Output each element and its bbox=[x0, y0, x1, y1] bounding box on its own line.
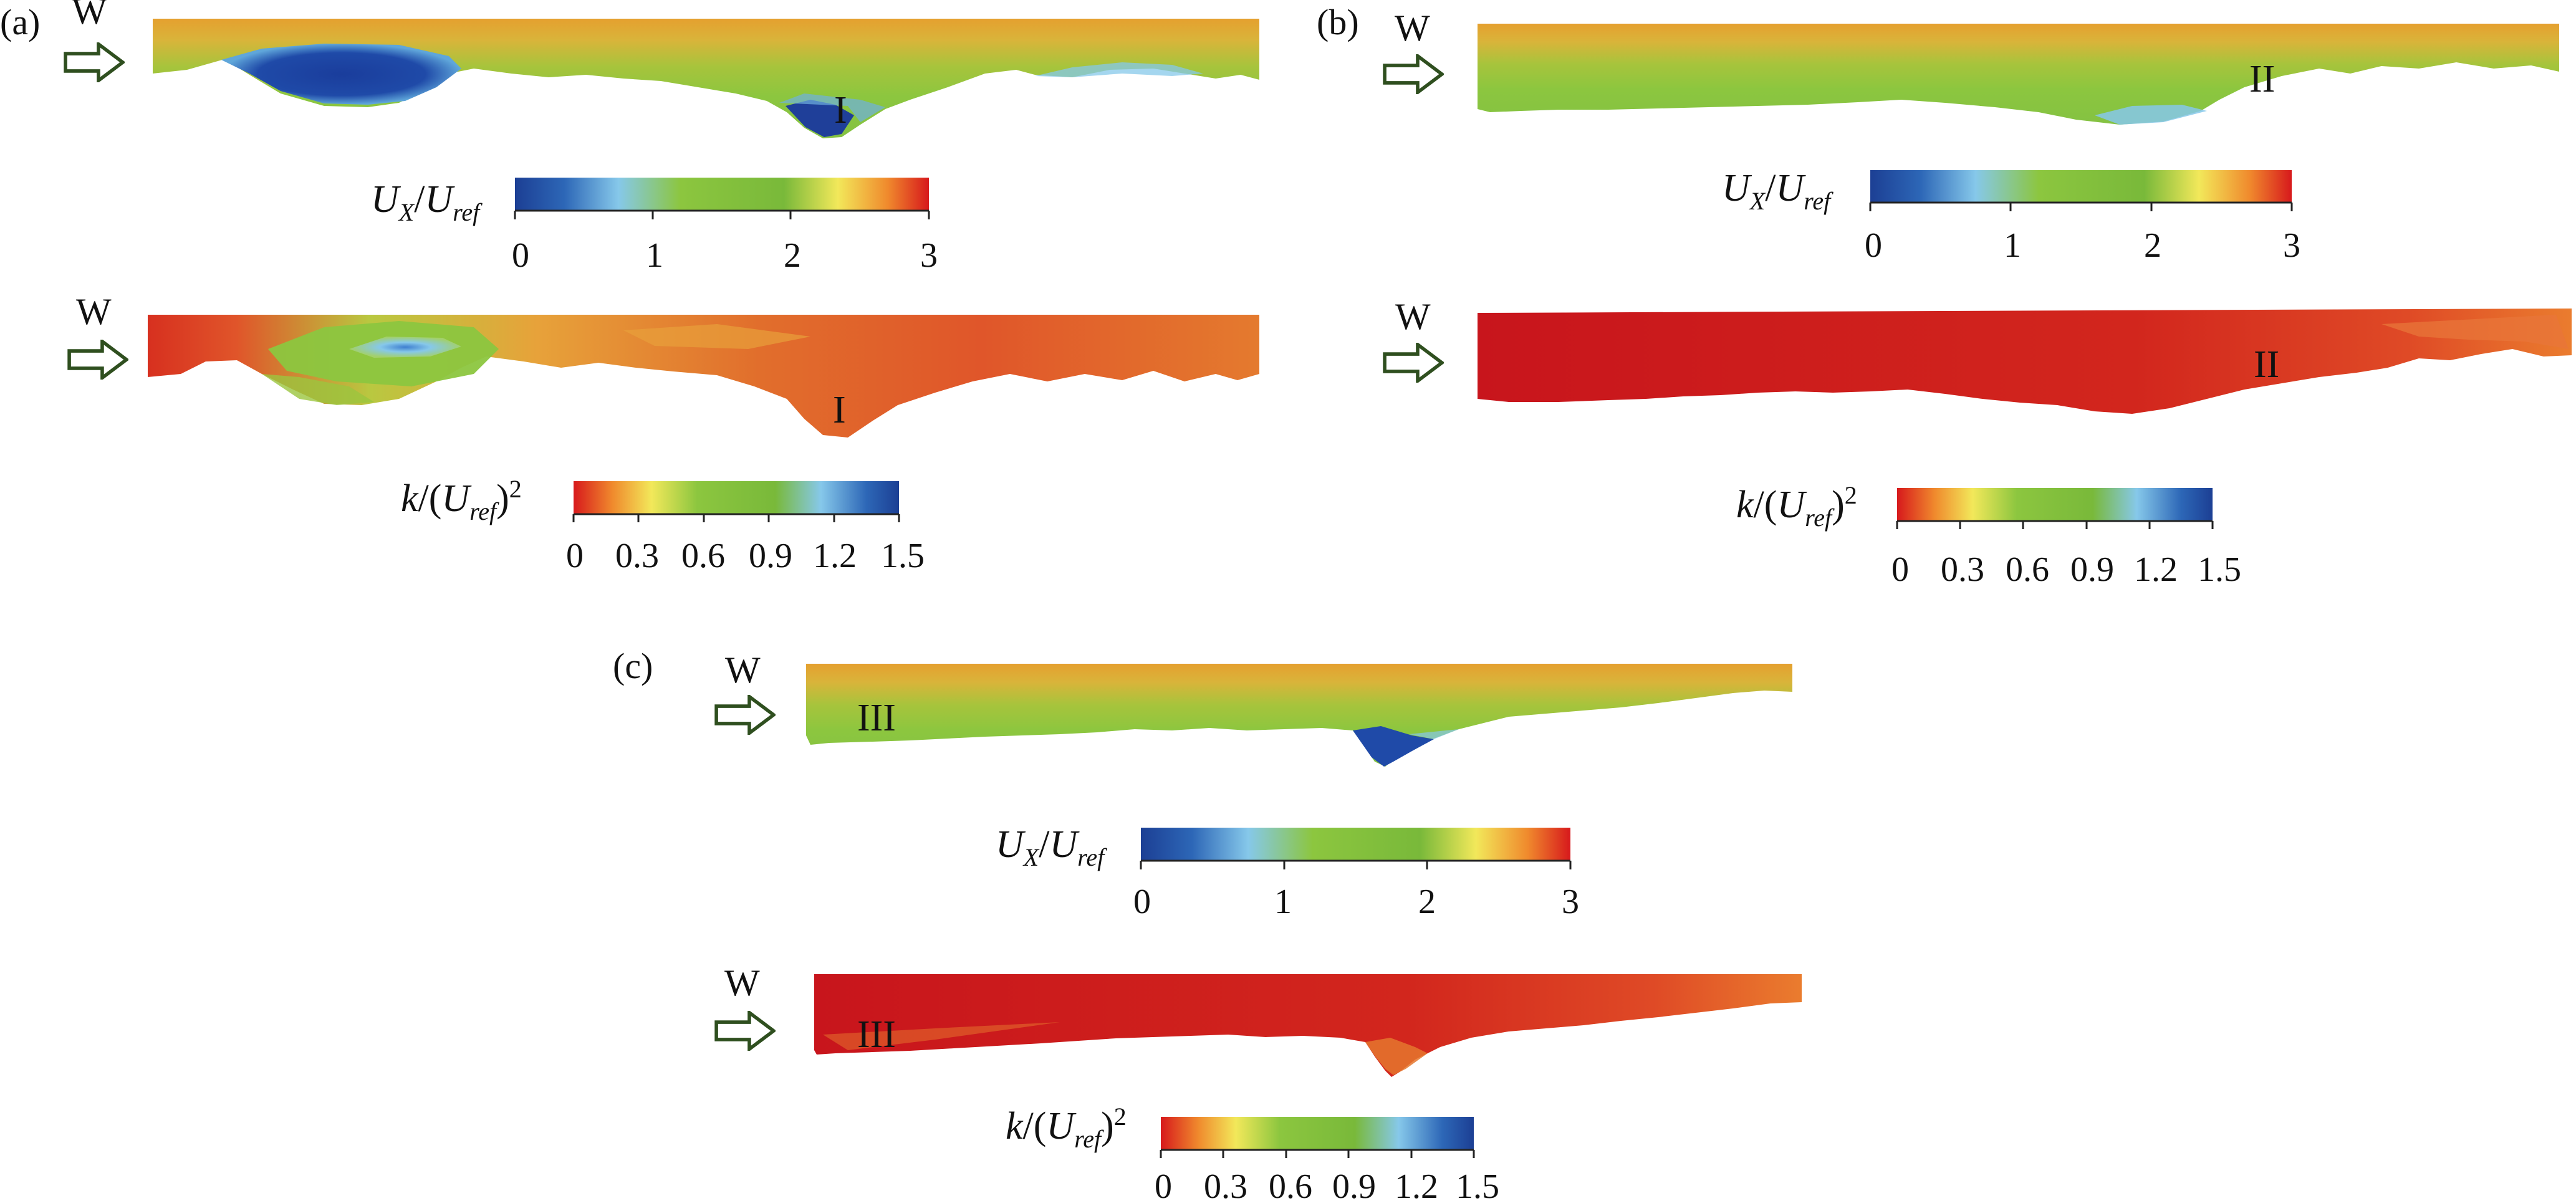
site-label-a-tke: I bbox=[833, 389, 846, 431]
wind-label: W bbox=[1395, 7, 1430, 49]
tick-label: 1.2 bbox=[1395, 1167, 1438, 1201]
tick-label: 2 bbox=[2144, 226, 2161, 265]
velocity-contour-a bbox=[153, 19, 1259, 138]
tke-contour-b bbox=[1478, 309, 2572, 414]
tick-label: 0 bbox=[1155, 1167, 1172, 1201]
tick-label: 1 bbox=[2004, 226, 2021, 265]
panel-b: (b) W II UX/Uref 0 1 2 3 W bbox=[1317, 2, 2572, 589]
tick-label: 0 bbox=[1891, 550, 1909, 589]
tick-label: 1.5 bbox=[2198, 550, 2241, 589]
tick-label: 0.3 bbox=[615, 537, 659, 575]
tick-label: 0.6 bbox=[681, 537, 725, 575]
colorbar-title: k/(Uref)2 bbox=[401, 475, 522, 525]
tick-label: 0.6 bbox=[1269, 1167, 1312, 1201]
wind-arrow-icon bbox=[65, 44, 123, 80]
velocity-colorbar-b: UX/Uref 0 1 2 3 bbox=[1722, 167, 2300, 265]
panel-label-b: (b) bbox=[1317, 2, 1359, 42]
tick-label: 0.9 bbox=[1332, 1167, 1376, 1201]
site-label-a-velocity: I bbox=[834, 89, 847, 132]
wind-arrow-icon bbox=[716, 697, 774, 733]
wind-arrow-icon bbox=[1385, 345, 1442, 381]
tick-label: 0.6 bbox=[2006, 550, 2049, 589]
site-label-c-velocity: III bbox=[857, 697, 896, 739]
wind-label: W bbox=[72, 0, 107, 32]
tick-label: 0 bbox=[1133, 883, 1151, 921]
tick-label: 3 bbox=[2283, 226, 2300, 265]
site-label-b-tke: II bbox=[2254, 343, 2279, 386]
tick-label: 0 bbox=[1865, 226, 1882, 265]
wind-label: W bbox=[76, 291, 112, 332]
wind-label: W bbox=[725, 649, 761, 691]
panel-c: (c) W III UX/Uref 0 1 2 3 W bbox=[613, 646, 1802, 1201]
tick-label: 1.5 bbox=[1456, 1167, 1499, 1201]
wind-arrow-icon bbox=[716, 1013, 774, 1049]
tick-label: 0.9 bbox=[749, 537, 792, 575]
tick-label: 0 bbox=[512, 236, 529, 275]
panel-label-a: (a) bbox=[0, 2, 40, 42]
tick-label: 1.5 bbox=[881, 537, 925, 575]
velocity-colorbar-a: UX/Uref 0 1 2 3 bbox=[371, 178, 938, 275]
tick-label: 0 bbox=[566, 537, 584, 575]
tke-colorbar-c: k/(Uref)2 0 0.3 0.6 0.9 1.2 1.5 bbox=[1006, 1103, 1499, 1201]
tick-label: 0.3 bbox=[1941, 550, 1984, 589]
tke-colorbar-a: k/(Uref)2 0 0.3 0.6 0.9 1.2 1.5 bbox=[401, 475, 925, 575]
panel-a: (a) W I UX/Uref 0 1 2 3 W bbox=[0, 0, 1259, 575]
tick-label: 2 bbox=[1418, 883, 1436, 921]
tick-label: 0.3 bbox=[1204, 1167, 1247, 1201]
tick-label: 3 bbox=[1562, 883, 1579, 921]
colorbar-title: k/(Uref)2 bbox=[1736, 481, 1857, 532]
velocity-contour-c bbox=[806, 664, 1792, 767]
wind-label: W bbox=[1395, 296, 1431, 337]
velocity-contour-b bbox=[1478, 24, 2559, 125]
velocity-colorbar-c: UX/Uref 0 1 2 3 bbox=[996, 823, 1579, 921]
tick-label: 1 bbox=[1274, 883, 1292, 921]
site-label-c-tke: III bbox=[857, 1013, 896, 1056]
wind-label: W bbox=[724, 962, 760, 1003]
colorbar-title: UX/Uref bbox=[371, 178, 483, 226]
panel-label-c: (c) bbox=[613, 646, 653, 686]
colorbar-title: k/(Uref)2 bbox=[1006, 1103, 1127, 1153]
site-label-b-velocity: II bbox=[2249, 58, 2275, 100]
tick-label: 1.2 bbox=[813, 537, 857, 575]
tke-colorbar-b: k/(Uref)2 0 0.3 0.6 0.9 1.2 1.5 bbox=[1736, 481, 2241, 589]
tick-label: 3 bbox=[920, 236, 938, 275]
wind-arrow-icon bbox=[1385, 56, 1442, 92]
tick-label: 1.2 bbox=[2134, 550, 2178, 589]
tke-contour-a bbox=[148, 315, 1259, 438]
tick-label: 0.9 bbox=[2070, 550, 2114, 589]
tke-contour-c bbox=[814, 974, 1802, 1077]
wind-arrow-icon bbox=[69, 342, 127, 378]
colorbar-title: UX/Uref bbox=[996, 823, 1107, 871]
colorbar-title: UX/Uref bbox=[1722, 167, 1833, 215]
tick-label: 1 bbox=[646, 236, 663, 275]
tick-label: 2 bbox=[784, 236, 801, 275]
